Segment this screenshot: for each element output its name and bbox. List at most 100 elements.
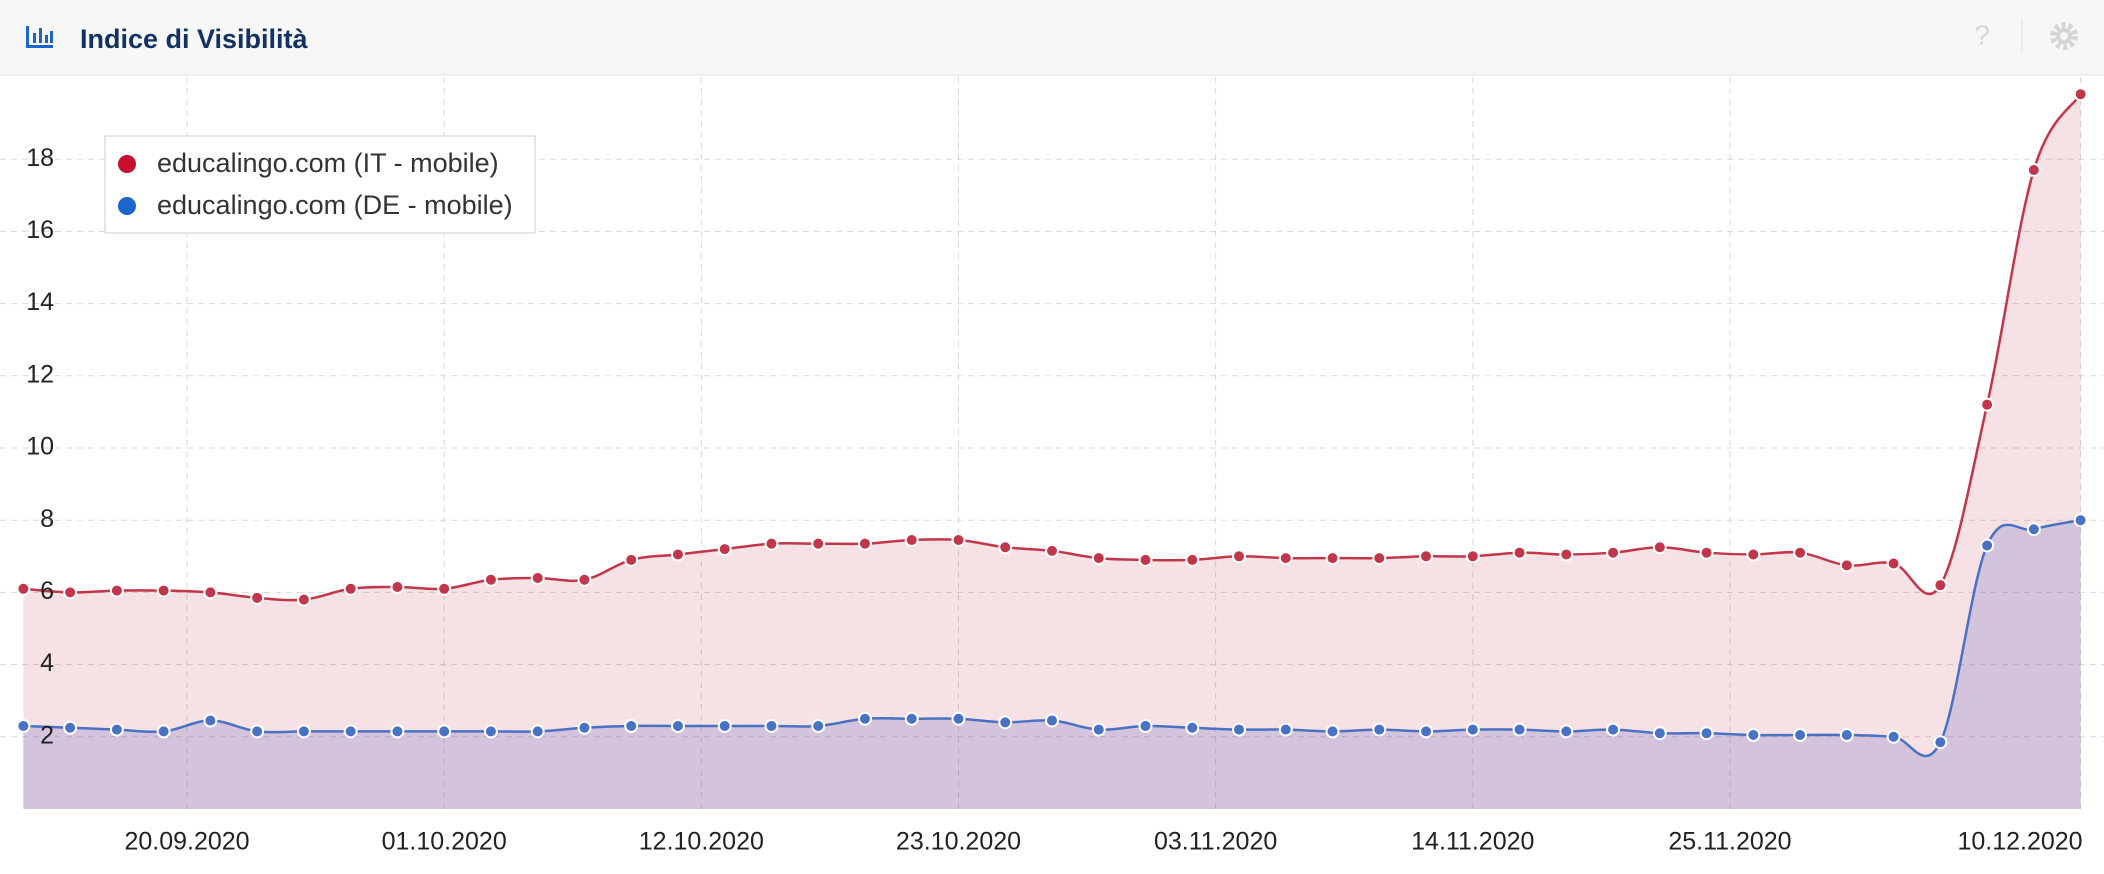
data-point [250,724,265,739]
data-point [1652,726,1667,741]
data-point [1232,722,1247,737]
data-point [1419,549,1434,564]
x-tick-label: 03.11.2020 [1154,828,1277,856]
data-point [483,572,498,587]
data-point [156,724,171,739]
x-tick-label: 20.09.2020 [124,828,249,856]
data-point [1512,722,1527,737]
data-point [1606,722,1621,737]
data-point [437,724,452,739]
legend-label: educalingo.com (IT - mobile) [157,148,499,178]
data-point [951,533,966,548]
data-point [764,718,779,733]
help-icon[interactable]: ? [1974,19,1990,50]
data-point [670,718,685,733]
data-point [483,724,498,739]
data-point [904,711,919,726]
data-point [390,724,405,739]
data-point [156,583,171,598]
legend-label: educalingo.com (DE - mobile) [157,190,513,220]
data-point [343,724,358,739]
data-point [1091,551,1106,566]
x-tick-label: 01.10.2020 [382,828,507,856]
data-point [1980,397,1995,412]
data-point [1185,552,1200,567]
data-point [1325,724,1340,739]
data-point [624,718,639,733]
data-point [904,533,919,548]
data-point [296,592,311,607]
data-point [1793,545,1808,560]
data-point [2026,163,2041,178]
data-point [1372,722,1387,737]
data-point [1325,551,1340,566]
data-point [1045,543,1059,558]
data-point [764,536,779,551]
data-point [530,724,545,739]
data-point [998,715,1013,730]
data-point [1278,551,1293,566]
data-point [1045,713,1059,728]
data-point [717,542,732,557]
series-area [23,94,2081,810]
data-point [1746,547,1761,562]
y-tick-label: 6 [40,577,54,605]
data-point [109,722,124,737]
data-point [1839,558,1854,573]
x-tick-label: 23.10.2020 [896,828,1021,856]
settings-icon[interactable] [2050,22,2078,50]
data-point [2073,513,2088,528]
data-point [1886,729,1901,744]
data-point [811,536,826,551]
data-point [1606,545,1621,560]
data-point [1793,727,1808,742]
data-point [1232,549,1247,564]
legend[interactable]: educalingo.com (IT - mobile) educalingo.… [104,135,536,234]
y-tick-label: 14 [26,288,54,316]
data-point [1559,547,1574,562]
data-point [1185,720,1200,735]
data-point [577,720,592,735]
data-point [1933,578,1948,593]
data-point [2073,87,2088,102]
data-point [1512,545,1527,560]
data-point [998,540,1013,555]
data-point [811,718,826,733]
data-point [63,585,78,600]
data-point [1652,540,1667,555]
data-point [530,570,545,585]
legend-swatch [118,155,136,173]
data-point [109,583,124,598]
y-tick-label: 8 [40,505,54,533]
legend-swatch [118,197,136,215]
data-point [1138,552,1153,567]
data-point [203,585,218,600]
data-point [857,711,872,726]
data-point [63,720,78,735]
data-point [1746,727,1761,742]
data-point [717,718,732,733]
y-tick-label: 18 [26,144,54,172]
x-tick-label: 25.11.2020 [1668,828,1791,856]
y-tick-label: 12 [26,360,54,388]
data-point [16,581,31,596]
data-point [1980,538,1995,553]
data-point [1699,726,1714,741]
data-point [1886,556,1901,571]
data-point [437,581,452,596]
x-tick-label: 14.11.2020 [1411,828,1534,856]
data-point [577,572,592,587]
x-tick-label: 10.12.2020 [1957,828,2082,856]
y-tick-label: 10 [26,433,54,461]
data-point [624,552,639,567]
data-point [203,713,218,728]
data-point [1278,722,1293,737]
data-point [296,724,311,739]
x-tick-label: 12.10.2020 [639,828,764,856]
data-point [16,718,31,733]
data-point [1465,549,1480,564]
y-tick-label: 2 [40,721,54,749]
data-point [250,590,265,605]
data-point [1559,724,1574,739]
header-bg [0,0,2104,75]
